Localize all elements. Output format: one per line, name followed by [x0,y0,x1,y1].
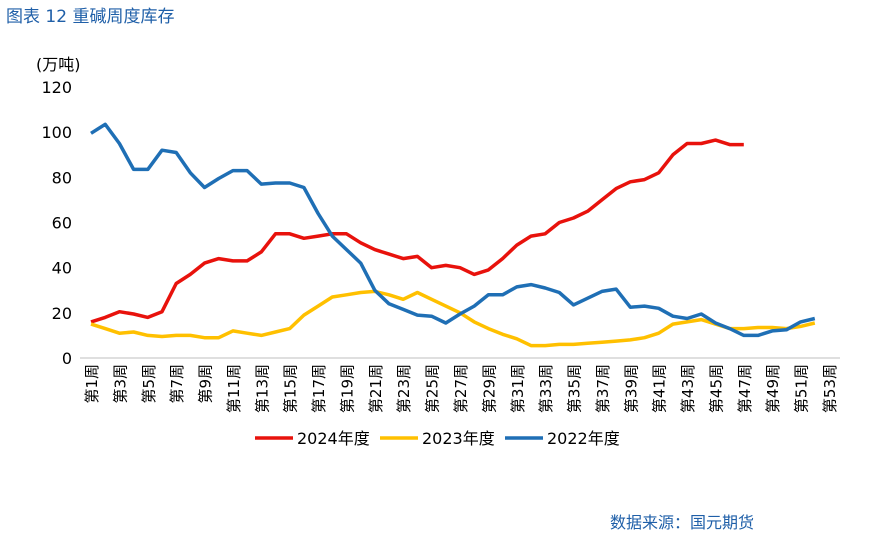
x-tick-label: 第53周 [821,364,839,413]
y-tick-label: 20 [52,304,72,323]
chart-title: 图表 12 重碱周度库存 [6,7,174,27]
x-tick-label: 第51周 [793,364,811,413]
line-series [90,138,744,324]
x-tick-label: 第15周 [282,364,300,413]
x-tick-label: 第27周 [452,364,470,413]
y-tick-label: 0 [62,349,72,368]
x-tick-label: 第19周 [338,364,356,413]
y-tick-label: 100 [41,123,72,142]
y-axis-label: (万吨) [36,55,81,74]
source: 数据来源：国元期货 [610,513,754,532]
x-tick-label: 第21周 [367,364,385,413]
x-tick-label: 第11周 [225,364,243,413]
x-tick-label: 第43周 [679,364,697,413]
line-series [90,122,816,338]
x-tick-label: 第33周 [537,364,555,413]
x-tick-label: 第39周 [622,364,640,413]
y-tick-label: 40 [52,259,72,278]
x-tick-label: 第7周 [168,364,186,404]
x-tick-label: 第37周 [594,364,612,413]
legend-label: 2024年度 [297,429,370,448]
y-tick-label: 120 [41,78,72,97]
x-tick-label: 第1周 [83,364,101,404]
x-tick-label: 第41周 [651,364,669,413]
x-tick-label: 第23周 [395,364,413,413]
y-tick-label: 60 [52,214,72,233]
line-series [90,289,816,348]
x-tick-label: 第5周 [140,364,158,404]
x-tick-label: 第3周 [111,364,129,404]
legend-label: 2023年度 [422,429,495,448]
x-tick-label: 第45周 [707,364,725,413]
legend-label: 2022年度 [547,429,620,448]
x-tick-label: 第13周 [253,364,271,413]
x-tick-label: 第25周 [424,364,442,413]
x-tick-label: 第49周 [764,364,782,413]
x-tick-label: 第35周 [566,364,584,413]
y-tick-label: 80 [52,168,72,187]
x-tick-label: 第31周 [509,364,527,413]
x-tick-label: 第47周 [736,364,754,413]
x-tick-label: 第17周 [310,364,328,413]
x-tick-label: 第29周 [480,364,498,413]
x-tick-label: 第9周 [197,364,215,404]
